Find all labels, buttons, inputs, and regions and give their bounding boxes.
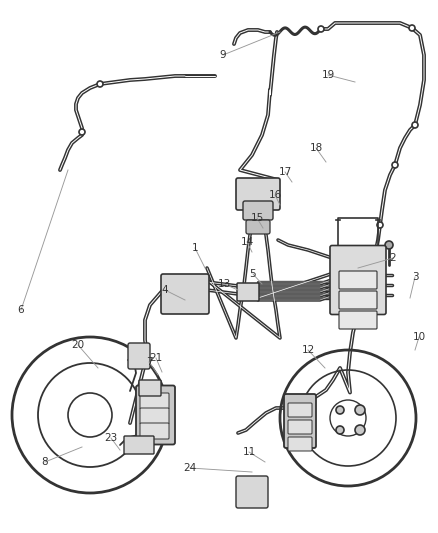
- FancyBboxPatch shape: [283, 394, 315, 448]
- Text: 18: 18: [309, 143, 322, 153]
- FancyBboxPatch shape: [245, 220, 269, 234]
- Circle shape: [384, 241, 392, 249]
- FancyBboxPatch shape: [140, 408, 169, 424]
- FancyBboxPatch shape: [237, 283, 258, 301]
- Text: 5: 5: [249, 269, 256, 279]
- FancyBboxPatch shape: [287, 437, 311, 451]
- FancyBboxPatch shape: [139, 380, 161, 396]
- Text: 11: 11: [242, 447, 255, 457]
- Text: 24: 24: [183, 463, 196, 473]
- Circle shape: [335, 426, 343, 434]
- Text: 2: 2: [389, 253, 396, 263]
- Circle shape: [335, 406, 343, 414]
- Text: 4: 4: [161, 285, 168, 295]
- Text: 16: 16: [268, 190, 281, 200]
- FancyBboxPatch shape: [338, 311, 376, 329]
- Text: 14: 14: [240, 237, 253, 247]
- Text: 15: 15: [250, 213, 263, 223]
- FancyBboxPatch shape: [338, 291, 376, 309]
- Text: 3: 3: [411, 272, 417, 282]
- FancyBboxPatch shape: [161, 274, 208, 314]
- FancyBboxPatch shape: [287, 420, 311, 434]
- FancyBboxPatch shape: [236, 178, 279, 210]
- Text: 7: 7: [145, 357, 152, 367]
- FancyBboxPatch shape: [128, 343, 150, 369]
- Text: 9: 9: [219, 50, 226, 60]
- Text: 23: 23: [104, 433, 117, 443]
- Text: 20: 20: [71, 340, 85, 350]
- Circle shape: [391, 162, 397, 168]
- Circle shape: [317, 26, 323, 32]
- Text: 12: 12: [301, 345, 314, 355]
- Text: 13: 13: [217, 279, 230, 289]
- FancyBboxPatch shape: [140, 393, 169, 409]
- FancyBboxPatch shape: [236, 476, 267, 508]
- Text: 1: 1: [191, 243, 198, 253]
- Circle shape: [79, 129, 85, 135]
- Text: 21: 21: [149, 353, 162, 363]
- FancyBboxPatch shape: [136, 385, 175, 445]
- FancyBboxPatch shape: [124, 436, 154, 454]
- Circle shape: [354, 405, 364, 415]
- FancyBboxPatch shape: [338, 271, 376, 289]
- Circle shape: [97, 81, 103, 87]
- FancyBboxPatch shape: [329, 246, 385, 314]
- Text: 17: 17: [278, 167, 291, 177]
- Circle shape: [240, 485, 245, 491]
- Circle shape: [408, 25, 414, 31]
- Text: 19: 19: [321, 70, 334, 80]
- Text: 10: 10: [411, 332, 424, 342]
- Circle shape: [354, 425, 364, 435]
- Circle shape: [411, 122, 417, 128]
- FancyBboxPatch shape: [243, 201, 272, 220]
- FancyBboxPatch shape: [287, 403, 311, 417]
- Circle shape: [376, 222, 382, 228]
- Text: 8: 8: [42, 457, 48, 467]
- Text: 6: 6: [18, 305, 24, 315]
- FancyBboxPatch shape: [140, 423, 169, 439]
